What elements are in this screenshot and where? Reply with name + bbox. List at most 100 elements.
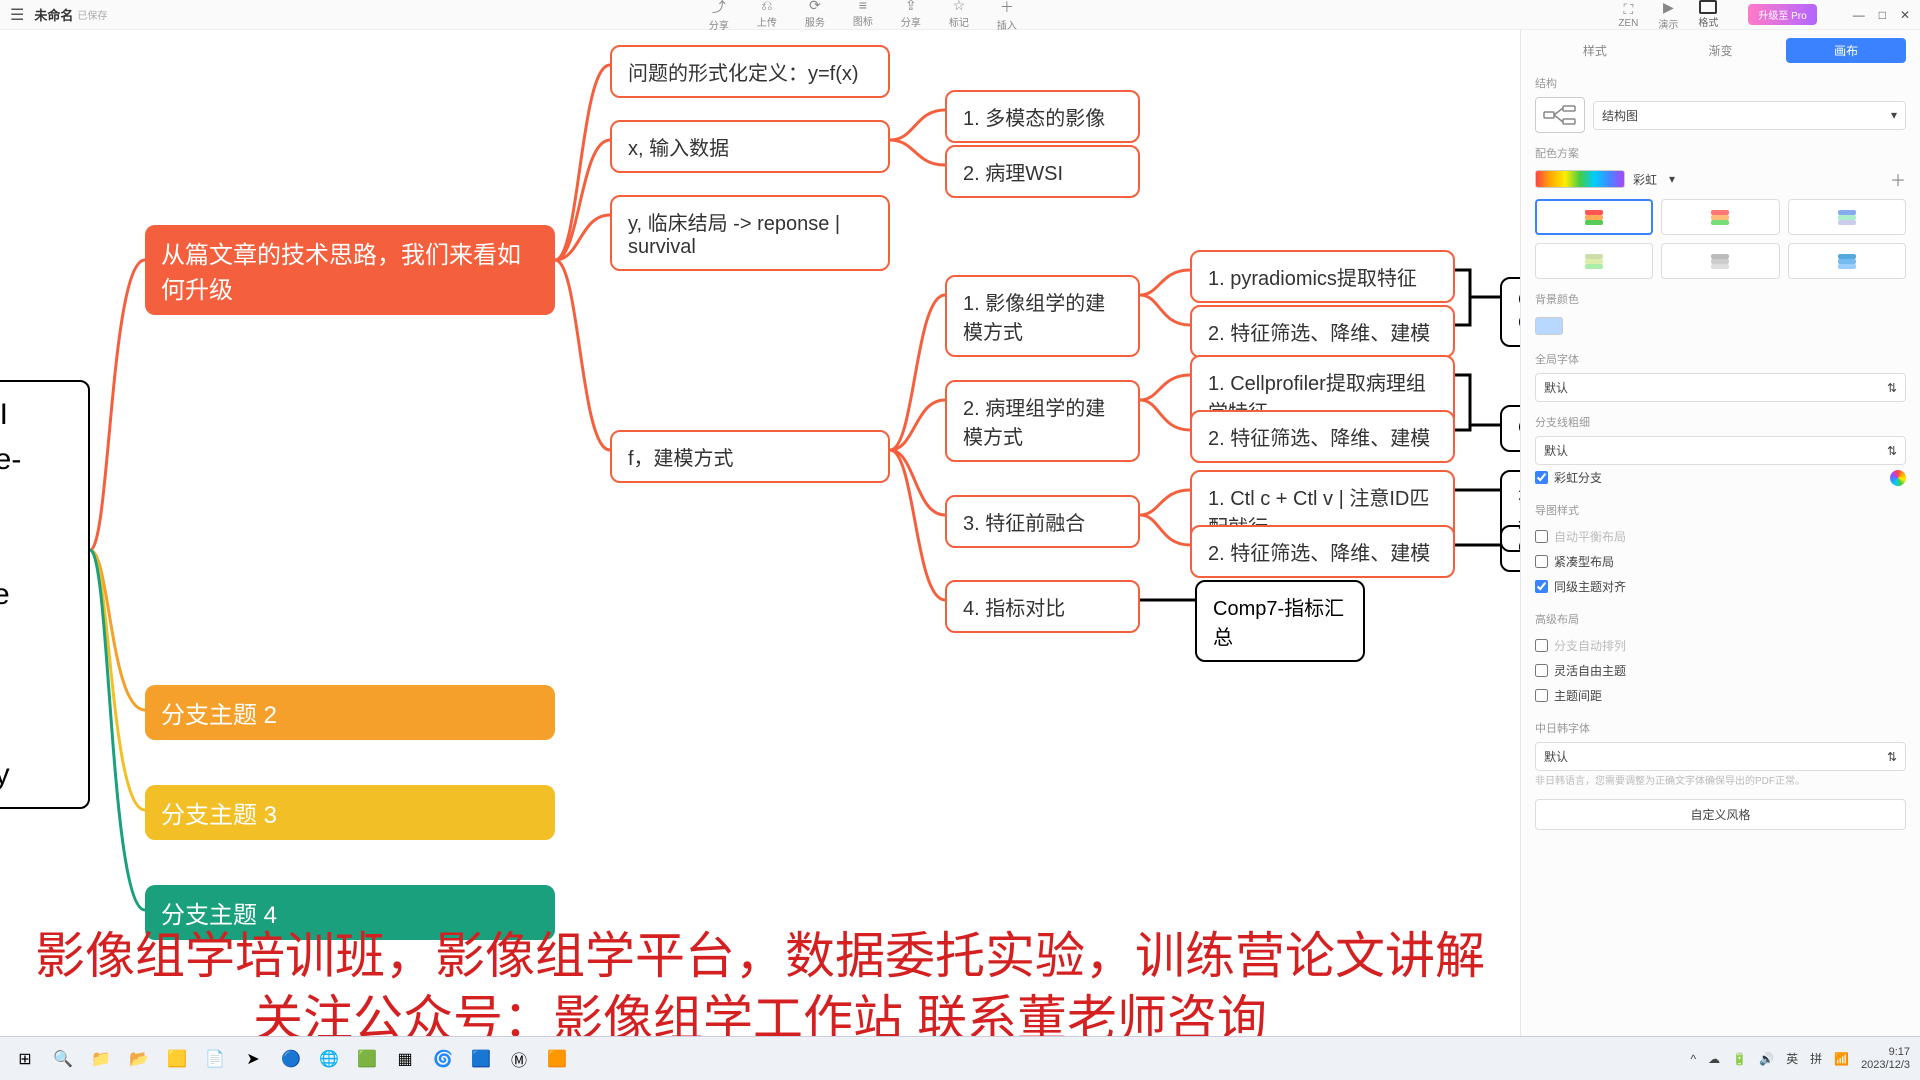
palette-option-1[interactable] <box>1535 199 1653 235</box>
branch-line-select[interactable]: 默认⇅ <box>1535 436 1906 465</box>
struct-select[interactable]: 结构图▾ <box>1593 101 1906 130</box>
start-button[interactable]: ⊞ <box>10 1044 40 1074</box>
tab-style[interactable]: 样式 <box>1535 38 1655 63</box>
palette-option-6[interactable] <box>1788 243 1906 279</box>
node-f3-select[interactable]: 2. 特征筛选、降维、建模 <box>1190 525 1455 578</box>
tab-gradient[interactable]: 渐变 <box>1661 38 1781 63</box>
palette-option-3[interactable] <box>1788 199 1906 235</box>
tb-star[interactable]: ☆标记 <box>949 0 969 32</box>
branch-2[interactable]: 分支主题 2 <box>145 685 555 740</box>
node-formal-def[interactable]: 问题的形式化定义：y=f(x) <box>610 45 890 98</box>
tray-ime[interactable]: 英 <box>1786 1050 1798 1067</box>
tray-wifi-icon[interactable]: 📶 <box>1834 1052 1849 1066</box>
palette-option-5[interactable] <box>1661 243 1779 279</box>
tb-upload[interactable]: ⎌上传 <box>757 0 777 32</box>
updown-icon: ⇅ <box>1887 750 1897 764</box>
rainbow-swatch[interactable] <box>1535 170 1625 188</box>
opt-align[interactable]: 同级主题对齐 <box>1535 574 1906 599</box>
cjk-note: 非日韩语言，您需要调整为正确文字体确保导出的PDF正常。 <box>1535 775 1906 789</box>
compact-checkbox[interactable] <box>1535 555 1548 568</box>
node-f2-select[interactable]: 2. 特征筛选、降维、建模 <box>1190 410 1455 463</box>
taskbar-app[interactable]: Ⓜ <box>504 1044 534 1074</box>
opt-spacing[interactable]: 主题间距 <box>1535 683 1906 708</box>
taskbar-app[interactable]: 🟦 <box>466 1044 496 1074</box>
pro-badge[interactable]: 升级至 Pro <box>1748 4 1816 25</box>
palette-option-2[interactable] <box>1661 199 1779 235</box>
node-f1[interactable]: 1. 影像组学的建模方式 <box>945 275 1140 357</box>
tray-chevron[interactable]: ^ <box>1691 1052 1697 1066</box>
cjk-font-select[interactable]: 默认⇅ <box>1535 742 1906 771</box>
node-f4[interactable]: 4. 指标对比 <box>945 580 1140 633</box>
properties-panel: 样式 渐变 画布 结构 结构图▾ 配色方案 彩虹 ▾ ＋ 背景颜色 全局字体 默… <box>1520 30 1920 1080</box>
tray-battery-icon[interactable]: 🔋 <box>1732 1052 1747 1066</box>
maximize-button[interactable]: □ <box>1879 8 1886 22</box>
taskbar-app[interactable]: 🌀 <box>428 1044 458 1074</box>
autoarrange-checkbox[interactable] <box>1535 639 1548 652</box>
struct-icon[interactable] <box>1535 97 1585 133</box>
rainbow-branch-row[interactable]: 彩虹分支 <box>1535 465 1906 490</box>
tb-zen[interactable]: ⛶ZEN <box>1618 1 1638 29</box>
tb-share2[interactable]: ⇪分享 <box>901 0 921 32</box>
tab-canvas[interactable]: 画布 <box>1786 38 1906 63</box>
tb-present[interactable]: ▶演示 <box>1658 0 1678 31</box>
taskbar-app[interactable]: 🔵 <box>276 1044 306 1074</box>
node-f2[interactable]: 2. 病理组学的建模方式 <box>945 380 1140 462</box>
branch-1[interactable]: 从篇文章的技术思路，我们来看如何升级 <box>145 225 555 315</box>
node-f-model[interactable]: f，建模方式 <box>610 430 890 483</box>
minimize-button[interactable]: — <box>1853 8 1865 22</box>
align-checkbox[interactable] <box>1535 580 1548 593</box>
root-node[interactable]: RI ge- t se in dy <box>0 380 90 809</box>
palette-option-4[interactable] <box>1535 243 1653 279</box>
hamburger-icon[interactable]: ☰ <box>10 5 24 25</box>
tb-share[interactable]: ⤴分享 <box>709 0 729 32</box>
clock[interactable]: 9:17 2023/12/3 <box>1861 1046 1910 1070</box>
chevron-down-icon[interactable]: ▾ <box>1669 172 1675 186</box>
doc-title[interactable]: 未命名 <box>34 5 73 24</box>
close-button[interactable]: ✕ <box>1900 8 1910 22</box>
tb-icon[interactable]: ≡图标 <box>853 0 873 32</box>
panel-tabs: 样式 渐变 画布 <box>1535 38 1906 63</box>
custom-style-button[interactable]: 自定义风格 <box>1535 799 1906 830</box>
system-tray: ^ ☁ 🔋 🔊 英 拼 📶 9:17 2023/12/3 <box>1691 1046 1910 1070</box>
taskbar-app[interactable]: 🟨 <box>162 1044 192 1074</box>
global-font-select[interactable]: 默认⇅ <box>1535 373 1906 402</box>
node-wsi[interactable]: 2. 病理WSI <box>945 145 1140 198</box>
branch-4[interactable]: 分支主题 4 <box>145 885 555 940</box>
refresh-icon: ⟳ <box>809 0 821 14</box>
taskbar-app[interactable]: 🟧 <box>542 1044 572 1074</box>
tray-weather-icon[interactable]: ☁ <box>1708 1052 1720 1066</box>
add-palette-button[interactable]: ＋ <box>1890 167 1906 191</box>
tb-insert[interactable]: ＋插入 <box>997 0 1017 32</box>
taskbar-app[interactable]: ▦ <box>390 1044 420 1074</box>
search-button[interactable]: 🔍 <box>48 1044 78 1074</box>
tb-format[interactable]: 格式 <box>1698 0 1718 29</box>
taskbar-app[interactable]: 🟩 <box>352 1044 382 1074</box>
node-y-outcome[interactable]: y, 临床结局 -> reponse | survival <box>610 195 890 271</box>
tray-volume-icon[interactable]: 🔊 <box>1759 1052 1774 1066</box>
tray-ime2[interactable]: 拼 <box>1810 1050 1822 1067</box>
tag-comp7[interactable]: Comp7-指标汇总 <box>1195 580 1365 662</box>
spacing-checkbox[interactable] <box>1535 689 1548 702</box>
node-f3[interactable]: 3. 特征前融合 <box>945 495 1140 548</box>
opt-autobalance[interactable]: 自动平衡布局 <box>1535 524 1906 549</box>
mindmap-canvas[interactable]: RI ge- t se in dy 从篇文章的技术思路，我们来看如何升级 问题的… <box>0 30 1520 1044</box>
taskbar-app[interactable]: ➤ <box>238 1044 268 1074</box>
taskbar-app[interactable]: 📁 <box>86 1044 116 1074</box>
tb-service[interactable]: ⟳服务 <box>805 0 825 32</box>
opt-freetopic[interactable]: 灵活自由主题 <box>1535 658 1906 683</box>
palette-name: 彩虹 <box>1633 171 1657 188</box>
bg-swatch[interactable] <box>1535 317 1563 335</box>
opt-autoarrange[interactable]: 分支自动排列 <box>1535 633 1906 658</box>
branch-3[interactable]: 分支主题 3 <box>145 785 555 840</box>
node-x-input[interactable]: x, 输入数据 <box>610 120 890 173</box>
taskbar-app[interactable]: 📂 <box>124 1044 154 1074</box>
node-pyradiomics[interactable]: 1. pyradiomics提取特征 <box>1190 250 1455 303</box>
autobalance-checkbox[interactable] <box>1535 530 1548 543</box>
node-multimodal[interactable]: 1. 多模态的影像 <box>945 90 1140 143</box>
taskbar-app[interactable]: 📄 <box>200 1044 230 1074</box>
freetopic-checkbox[interactable] <box>1535 664 1548 677</box>
rainbow-branch-checkbox[interactable] <box>1535 471 1548 484</box>
taskbar-app[interactable]: 🌐 <box>314 1044 344 1074</box>
node-f1-select[interactable]: 2. 特征筛选、降维、建模 <box>1190 305 1455 358</box>
opt-compact[interactable]: 紧凑型布局 <box>1535 549 1906 574</box>
